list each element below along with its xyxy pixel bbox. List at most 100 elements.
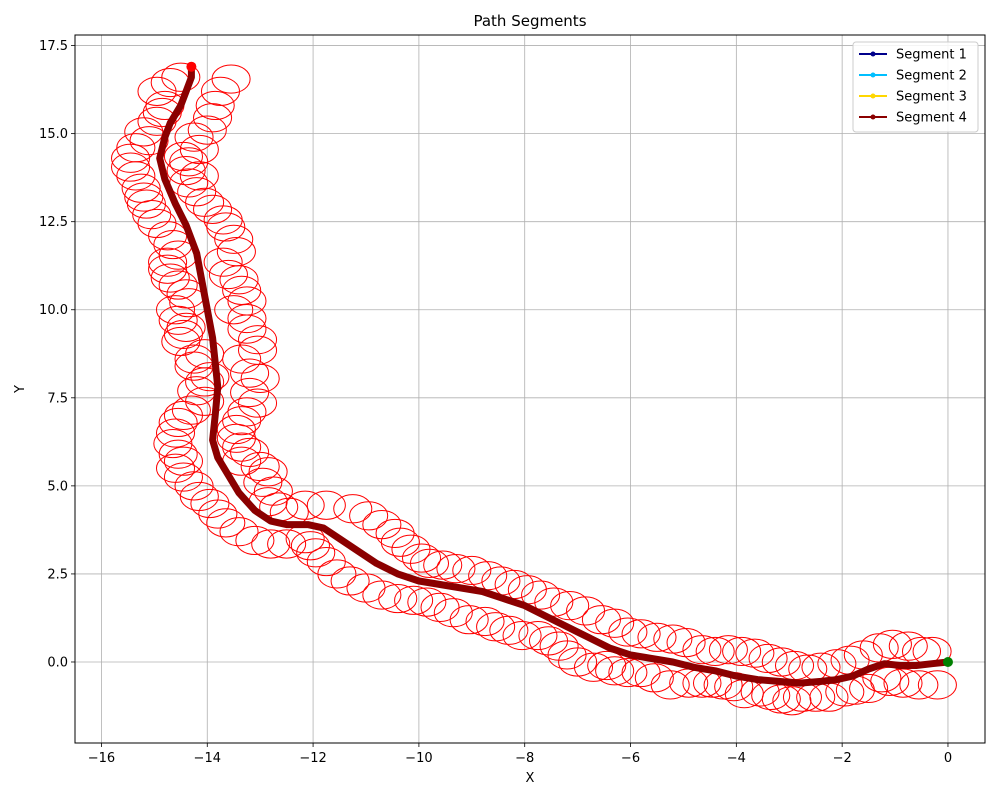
obstacle-ellipse [346, 573, 386, 603]
series-point [214, 454, 221, 461]
obstacle-ellipse [772, 686, 812, 716]
series-point [204, 306, 211, 313]
series-point [733, 673, 740, 680]
obstacle-ellipse [222, 344, 262, 374]
chart-title: Path Segments [473, 12, 586, 30]
obstacle-ellipse [206, 212, 246, 242]
obstacle-ellipse [237, 325, 278, 355]
series-point [897, 662, 904, 669]
obstacle-ellipse [219, 265, 259, 295]
series-point [669, 658, 676, 665]
y-tick-label: 10.0 [39, 303, 68, 318]
legend-label: Segment 1 [896, 48, 967, 63]
obstacle-ellipse [158, 439, 198, 469]
axis-ticks: −16 −14 −12 −10 −8 −6 −4 −2 0 0.0 2.5 5.0 7.5 10.0 12.… [39, 39, 952, 766]
obstacle-ellipse [251, 529, 291, 559]
obstacle-ellipse [595, 608, 635, 638]
x-tick-label: −10 [405, 751, 432, 766]
x-tick-label: −12 [299, 751, 326, 766]
series-point [929, 660, 936, 667]
obstacle-ellipse [248, 457, 288, 487]
obstacle-ellipse [227, 303, 267, 334]
series-point [209, 334, 216, 341]
y-axis-label: Y [13, 385, 28, 394]
obstacle-ellipse [230, 377, 270, 408]
obstacle-ellipse [267, 529, 307, 559]
obstacle-ellipse [203, 247, 243, 277]
obstacle-ellipse [153, 429, 193, 459]
legend: Segment 1 Segment 2 Segment 3 Segment 4 [852, 41, 979, 133]
series-point [188, 74, 195, 81]
obstacle-ellipse [129, 126, 169, 156]
legend-marker [870, 51, 876, 57]
series-point [183, 88, 190, 95]
obstacle-ellipse [285, 490, 325, 520]
series-point [177, 102, 184, 109]
x-axis-label: X [526, 771, 535, 786]
obstacle-ellipse [163, 462, 204, 492]
obstacle-ellipse [214, 224, 254, 254]
obstacle-ellipse [161, 62, 201, 92]
obstacle-ellipse [849, 673, 889, 703]
y-tick-label: 0.0 [47, 655, 68, 670]
y-tick-label: 15.0 [39, 127, 68, 142]
obstacle-ellipse [193, 194, 233, 224]
obstacle-ellipse [682, 635, 722, 665]
series-point [849, 673, 856, 680]
series-point [209, 437, 216, 444]
obstacle-ellipse [534, 587, 574, 617]
obstacle-ellipse [237, 388, 278, 418]
obstacle-ellipse [333, 494, 373, 524]
obstacle-ellipse [621, 619, 661, 649]
obstacle-ellipse [155, 418, 196, 448]
series-point [212, 412, 219, 419]
y-tick-label: 12.5 [39, 215, 68, 230]
obstacle-ellipse [883, 668, 923, 698]
series-line-segment-4 [156, 63, 952, 687]
end-point-marker [186, 61, 197, 72]
obstacle-ellipse [917, 670, 957, 700]
obstacle-ellipse [235, 525, 275, 556]
obstacle-ellipse [349, 501, 389, 531]
x-tick-label: −2 [833, 751, 852, 766]
obstacle-ellipse [528, 626, 569, 656]
obstacle-ellipse [401, 543, 442, 573]
obstacle-ellipse [214, 295, 254, 325]
series-point [500, 595, 507, 602]
series-point [817, 678, 824, 685]
obstacle-ellipse [476, 612, 516, 642]
obstacle-ellipse [465, 606, 505, 637]
obstacle-ellipse [158, 270, 198, 300]
series-point [754, 676, 761, 683]
obstacle-ellipse [190, 362, 230, 392]
obstacle-ellipse [137, 208, 177, 239]
series-point [336, 535, 343, 542]
legend-marker [870, 114, 876, 120]
series-point [479, 588, 486, 595]
obstacle-ellipse [407, 587, 447, 617]
legend-label: Segment 2 [896, 69, 967, 84]
obstacle-ellipse [608, 617, 648, 647]
series-point [320, 525, 327, 532]
series-lines [156, 63, 952, 687]
obstacle-ellipse [290, 531, 330, 561]
obstacle-ellipse [124, 117, 164, 147]
obstacle-ellipse [420, 592, 460, 622]
obstacle-ellipse [166, 312, 206, 342]
series-point [627, 651, 634, 658]
obstacle-ellipse [137, 106, 177, 136]
series-point [415, 577, 422, 584]
obstacle-ellipse [155, 295, 196, 325]
series-point [606, 644, 613, 651]
obstacle-ellipse [330, 566, 370, 596]
series-point [585, 634, 592, 641]
y-tick-label: 17.5 [39, 39, 68, 54]
obstacle-ellipse [695, 636, 735, 667]
series-point [304, 521, 311, 528]
obstacle-ellipse [637, 622, 677, 652]
obstacle-ellipse [116, 133, 156, 163]
obstacle-ellipse [222, 432, 262, 462]
obstacle-ellipse [195, 90, 235, 121]
obstacle-ellipse [502, 620, 542, 651]
